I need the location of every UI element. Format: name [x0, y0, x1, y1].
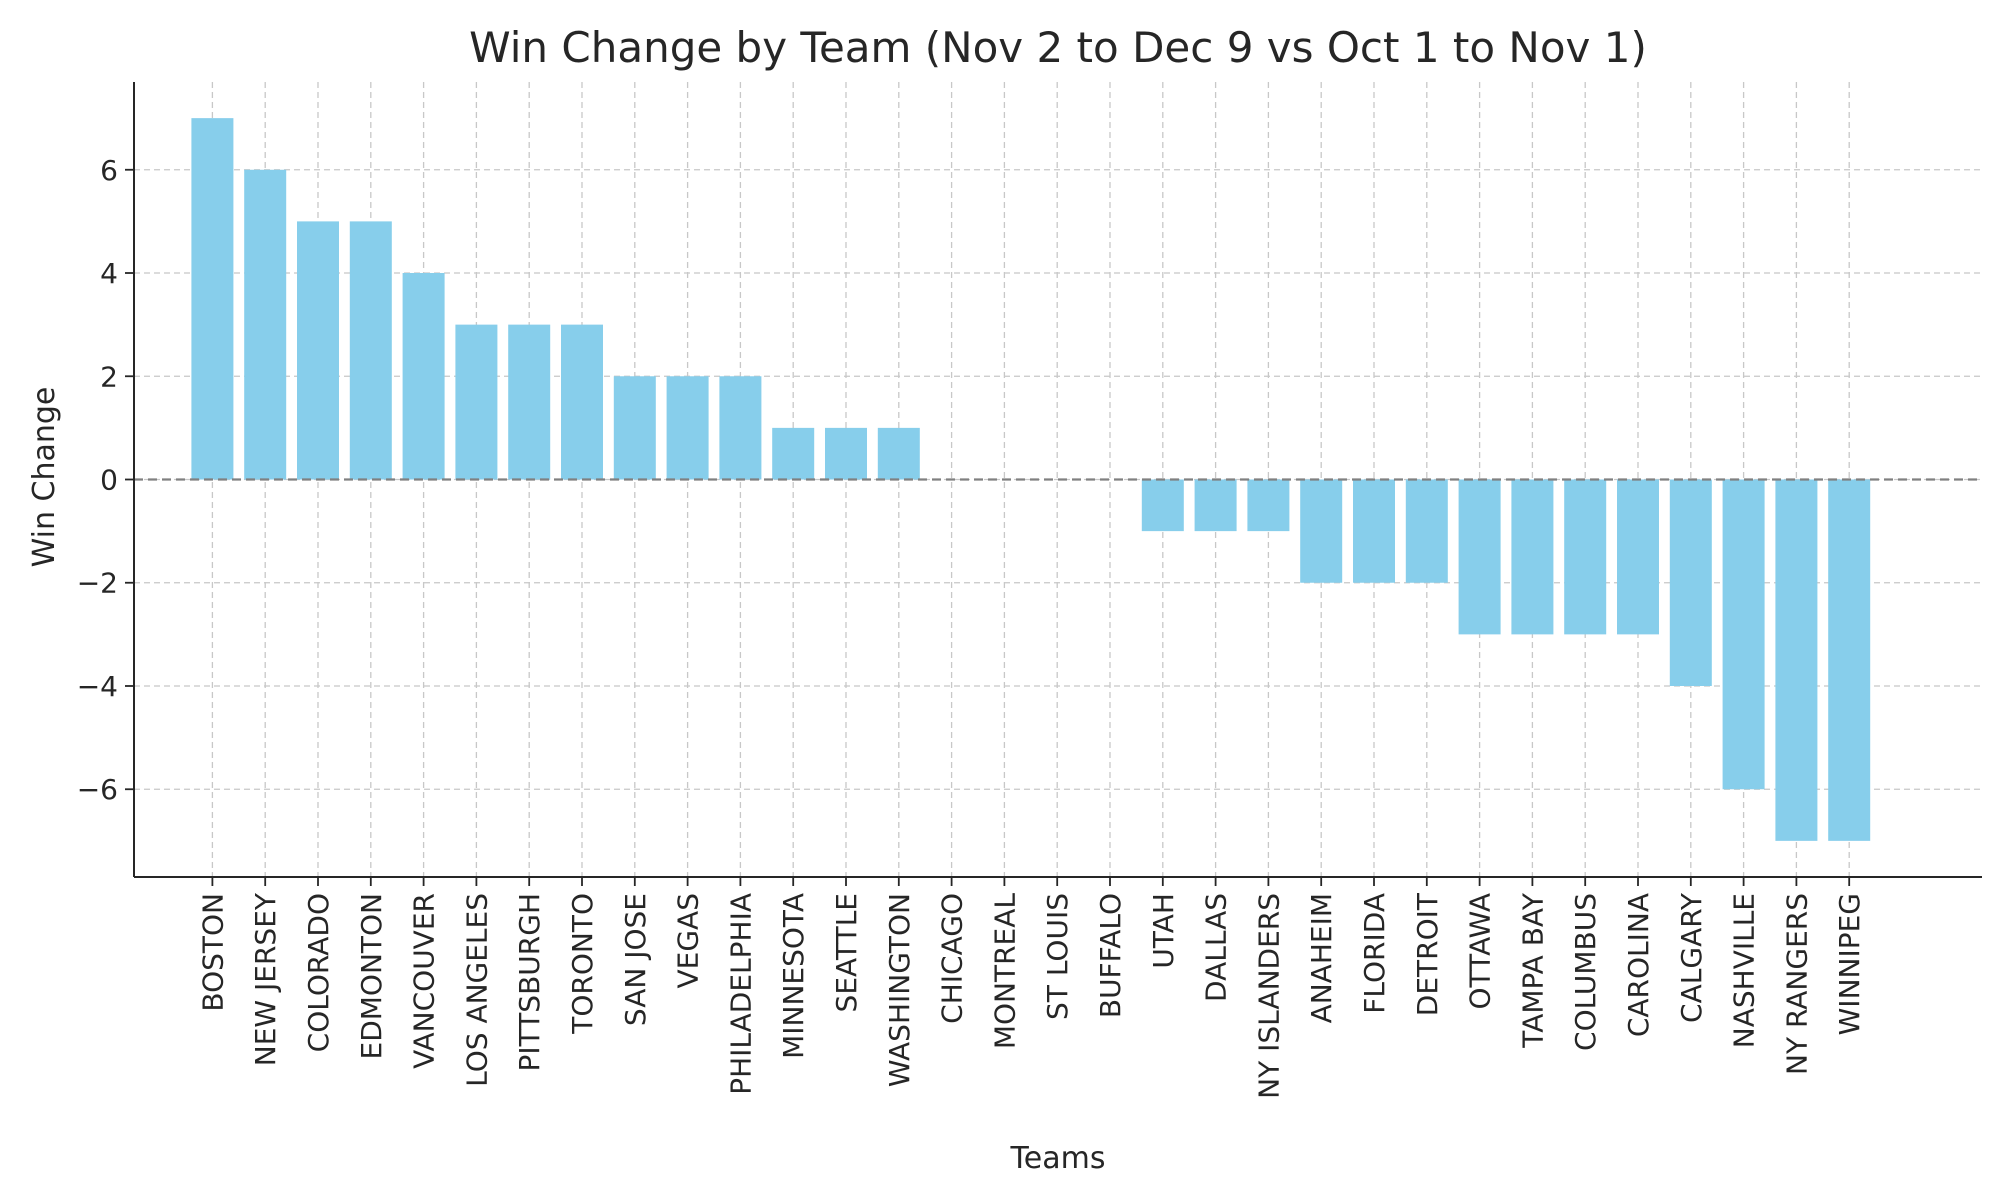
bar-pittsburgh	[508, 324, 551, 480]
x-tick-label: VANCOUVER	[408, 893, 441, 1069]
y-tick-label: −2	[77, 567, 118, 600]
y-axis-label: Win Change	[27, 387, 62, 568]
bar-new-jersey	[244, 169, 287, 480]
bar-columbus	[1564, 479, 1607, 635]
bar-vancouver	[402, 273, 445, 480]
bar-vegas	[666, 376, 709, 480]
bar-seattle	[825, 427, 867, 480]
x-tick-label: OTTAWA	[1464, 893, 1497, 1010]
bar-carolina	[1617, 479, 1659, 635]
bar-calgary	[1669, 479, 1712, 686]
y-tick-label: −4	[77, 670, 118, 703]
x-tick-label: FLORIDA	[1358, 893, 1391, 1014]
x-tick-label: LOS ANGELES	[460, 893, 493, 1087]
x-tick-label: SAN JOSE	[619, 893, 652, 1026]
bar-dallas	[1194, 479, 1237, 532]
bar-ny-islanders	[1247, 479, 1290, 532]
x-tick-label: BOSTON	[196, 893, 229, 1012]
bar-toronto	[561, 324, 603, 480]
bar-colorado	[297, 221, 339, 480]
bar-philadelphia	[719, 376, 762, 480]
bar-tampa-bay	[1511, 479, 1554, 635]
x-tick-label: VEGAS	[672, 893, 705, 988]
bar-ny-rangers	[1775, 479, 1818, 841]
bar-series	[191, 118, 1871, 841]
x-tick-label: TAMPA BAY	[1516, 892, 1549, 1049]
bar-utah	[1141, 479, 1184, 532]
x-tick-label: PITTSBURGH	[513, 893, 546, 1072]
x-tick-label: PHILADELPHIA	[724, 893, 757, 1095]
bar-winnipeg	[1828, 479, 1871, 841]
x-axis-label: Teams	[1010, 1141, 1106, 1176]
x-tick-label: EDMONTON	[355, 893, 388, 1059]
bar-ottawa	[1458, 479, 1501, 635]
x-tick-label: CAROLINA	[1622, 893, 1655, 1037]
bar-florida	[1353, 479, 1395, 583]
x-tick-label: ANAHEIM	[1305, 893, 1338, 1023]
x-tick-label: COLORADO	[302, 893, 335, 1052]
x-tick-label: CHICAGO	[936, 893, 969, 1024]
y-tick-label: 4	[100, 257, 118, 290]
bar-minnesota	[772, 427, 815, 480]
x-tick-label: TORONTO	[566, 893, 599, 1035]
bar-washington	[877, 427, 920, 480]
x-tick-label: CALGARY	[1675, 892, 1708, 1023]
x-tick-label: MINNESOTA	[777, 893, 810, 1059]
x-tick-label: ST LOUIS	[1041, 893, 1074, 1020]
y-tick-label: −6	[77, 773, 118, 806]
y-axis-ticks: 6 4 2 0 −2 −4 −6	[77, 154, 134, 806]
x-tick-label: MONTREAL	[988, 893, 1021, 1050]
y-tick-label: 2	[100, 360, 118, 393]
bar-edmonton	[349, 221, 392, 480]
x-tick-label: BUFFALO	[1094, 893, 1127, 1018]
x-tick-label: NY ISLANDERS	[1252, 893, 1285, 1099]
bar-detroit	[1405, 479, 1448, 583]
bar-los-angeles	[455, 324, 498, 480]
y-tick-label: 0	[100, 464, 118, 497]
x-tick-label: SEATTLE	[830, 893, 863, 1012]
x-tick-label: NY RANGERS	[1780, 893, 1813, 1075]
x-tick-label: WINNIPEG	[1833, 893, 1866, 1035]
bar-boston	[191, 118, 234, 480]
x-axis-ticks: BOSTON NEW JERSEY COLORADO EDMONTON VANCOUVE…	[196, 877, 1866, 1099]
x-tick-label: NEW JERSEY	[249, 892, 282, 1066]
x-tick-label: NASHVILLE	[1728, 893, 1761, 1048]
x-tick-label: COLUMBUS	[1569, 893, 1602, 1051]
x-tick-label: DETROIT	[1411, 892, 1444, 1016]
bar-anaheim	[1300, 479, 1343, 583]
x-tick-label: UTAH	[1147, 893, 1180, 969]
chart-title: Win Change by Team (Nov 2 to Dec 9 vs Oc…	[469, 23, 1647, 72]
bar-san-jose	[613, 376, 656, 480]
y-tick-label: 6	[100, 154, 118, 187]
x-tick-label: DALLAS	[1200, 893, 1233, 1002]
bar-nashville	[1722, 479, 1765, 790]
x-tick-label: WASHINGTON	[883, 893, 916, 1087]
